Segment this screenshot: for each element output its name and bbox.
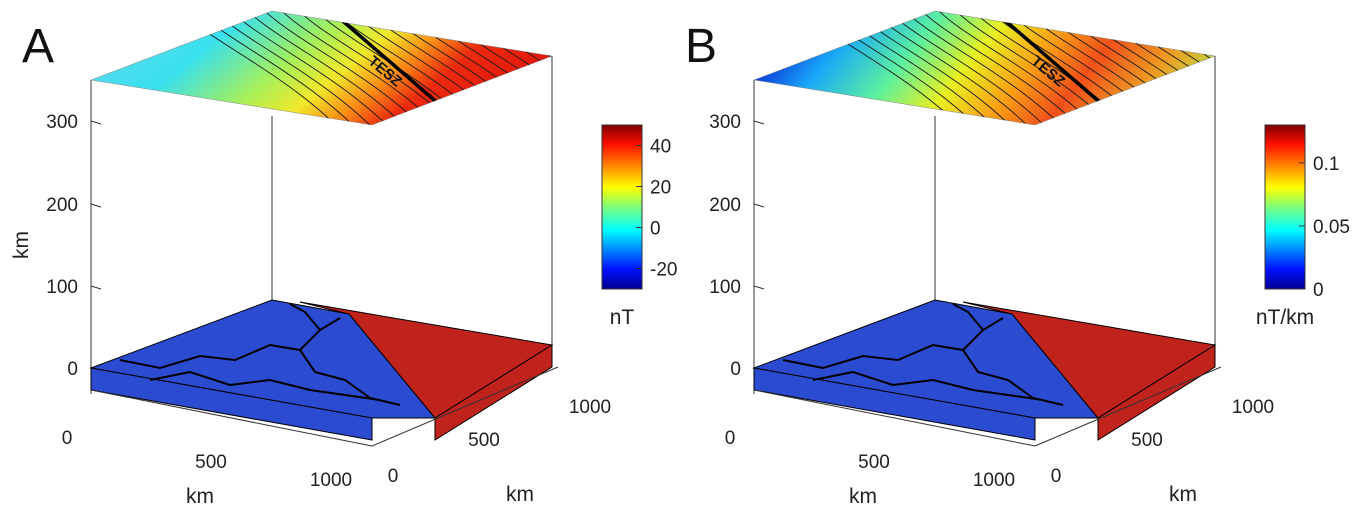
pa-y-axis-line: [371, 366, 559, 447]
pb-colorbar-tick-label: 0: [1313, 280, 1324, 301]
pa-z-tick-mark: [90, 203, 102, 208]
pa-slab-border-line: [289, 303, 321, 331]
pa-colorbar-tick-label: 40: [650, 137, 671, 158]
pb-top-surface: [753, 10, 1216, 126]
pa-x-tick-label: 0: [62, 428, 73, 449]
pb-contour-line: [1149, 11, 1215, 125]
pa-panel-letter: A: [22, 20, 54, 73]
pa-slab-east-front: [434, 344, 553, 441]
pa-x-axis-line: [90, 389, 373, 447]
pa-z-axis-label: km: [10, 231, 33, 259]
pa-colorbar-tick-label: -20: [650, 260, 677, 281]
pa-slab-border-line: [149, 370, 381, 401]
pa-slab-border-line: [299, 349, 401, 406]
pb-z-tick-label: 100: [709, 277, 741, 298]
pb-z-tick-mark: [753, 285, 765, 290]
pb-slab-border-line: [812, 370, 1044, 401]
pb-colorbar-tick-label: 0.1: [1313, 154, 1339, 175]
pb-x-tick-label: 500: [858, 452, 890, 473]
pa-z-tick-mark: [90, 285, 102, 290]
pb-colorbar-unit: nT/km: [1256, 306, 1314, 329]
pb-z-tick-label: 300: [709, 112, 741, 133]
pb-tesz-line: [991, 11, 1105, 107]
pb-z-tick-mark: [753, 120, 765, 125]
pb-x-tick-label: 1000: [973, 470, 1015, 491]
pb-slab-east-front: [1097, 344, 1216, 441]
pa-colorbar-unit: nT: [610, 306, 635, 329]
pa-colorbar: [601, 124, 643, 290]
pa-y-tick-label: 500: [468, 430, 500, 451]
pa-contour-line: [492, 11, 552, 125]
pb-slab-border-line: [952, 303, 984, 331]
pa-z-tick-label: 0: [67, 359, 78, 380]
pb-x-axis-label: km: [849, 485, 877, 508]
pb-y-axis-line: [1034, 366, 1222, 447]
pb-colorbar-tick-label: 0.05: [1313, 217, 1350, 238]
pa-x-tick-label: 1000: [310, 470, 352, 491]
pb-z-tick-label: 200: [709, 195, 741, 216]
pa-z-tick-label: 300: [46, 112, 78, 133]
pb-slab-border-line: [962, 349, 1064, 406]
pa-x-axis-label: km: [186, 485, 214, 508]
panel-b: B0100200300TESZ05001000km05001000km0.10.…: [685, 10, 1350, 508]
pb-slab-border-line: [782, 317, 1004, 370]
pb-colorbar: [1264, 124, 1306, 290]
pb-panel-letter: B: [685, 20, 717, 73]
pa-slab-border-line: [119, 317, 341, 370]
pa-colorbar-tick-label: 20: [650, 178, 671, 199]
pa-z-tick-label: 100: [46, 277, 78, 298]
pa-top-surface: [90, 10, 553, 126]
pb-x-tick-label: 0: [725, 428, 736, 449]
pa-z-tick-mark: [90, 120, 102, 125]
panel-a: A0100200300kmTESZ05001000km05001000km402…: [10, 10, 677, 508]
pa-tesz-line: [328, 11, 442, 107]
pa-y-tick-label: 0: [388, 466, 399, 487]
pa-z-tick-label: 200: [46, 195, 78, 216]
pa-y-axis-label: km: [506, 483, 534, 506]
pa-x-tick-label: 500: [195, 452, 227, 473]
pa-slab-west-front: [90, 367, 373, 441]
pb-z-tick-label: 0: [730, 359, 741, 380]
pb-y-axis-label: km: [1169, 483, 1197, 506]
pa-y-tick-label: 1000: [569, 397, 611, 418]
pb-slab-west-front: [753, 367, 1036, 441]
pb-contour-line: [1166, 11, 1215, 125]
pb-y-tick-label: 0: [1051, 466, 1062, 487]
pa-colorbar-tick-label: 0: [650, 219, 661, 240]
pb-y-tick-label: 500: [1131, 430, 1163, 451]
pb-x-axis-line: [753, 389, 1036, 447]
pb-y-tick-label: 1000: [1232, 397, 1274, 418]
pb-z-tick-mark: [753, 203, 765, 208]
